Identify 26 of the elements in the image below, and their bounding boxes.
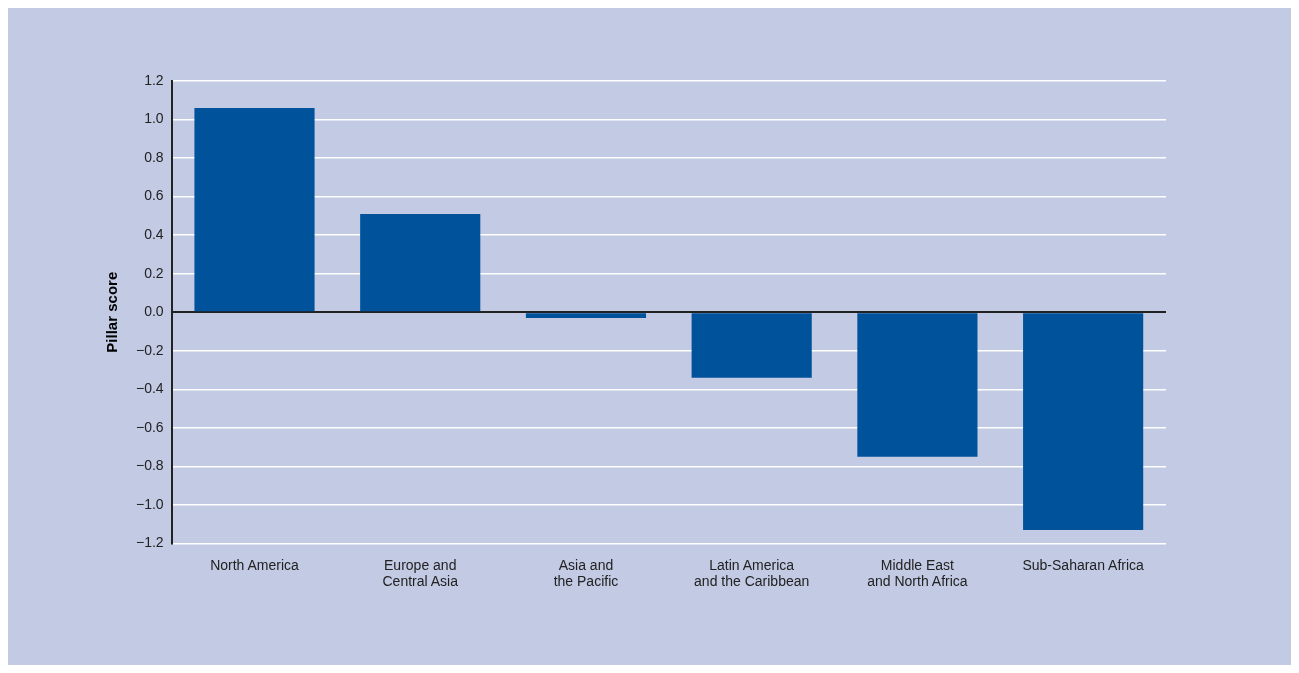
x-tick-label: Sub-Saharan Africa (1022, 556, 1145, 573)
x-tick-label: North America (210, 556, 300, 573)
y-tick-label: 1.0 (144, 110, 164, 127)
y-axis-title: Pillar score (103, 271, 121, 353)
y-tick-label: 0.2 (144, 264, 164, 281)
y-tick-label: −0.2 (136, 341, 164, 358)
y-tick-label: 1.2 (144, 71, 164, 88)
bar (1023, 313, 1144, 530)
y-tick-label: 0.6 (144, 187, 164, 204)
y-tick-label: 0.4 (144, 225, 164, 242)
y-tick-label: 0.8 (144, 148, 164, 165)
bar (194, 107, 315, 312)
x-tick-label: Latin America and the Caribbean (694, 556, 810, 590)
x-tick-label: Middle East and North Africa (867, 556, 968, 590)
x-tick-label: Europe and Central Asia (382, 556, 459, 590)
bar (691, 313, 812, 378)
y-tick-label: −0.6 (136, 418, 164, 435)
y-tick-label: −1.0 (136, 495, 164, 512)
bar (525, 313, 647, 318)
y-tick-label: −1.2 (136, 534, 164, 551)
bar (857, 313, 978, 457)
y-tick-label: 0.0 (144, 303, 164, 320)
y-tick-label: −0.4 (136, 380, 164, 397)
x-tick-label: Asia and the Pacific (553, 556, 619, 590)
y-tick-label: −0.8 (136, 457, 164, 474)
bar (360, 213, 481, 312)
